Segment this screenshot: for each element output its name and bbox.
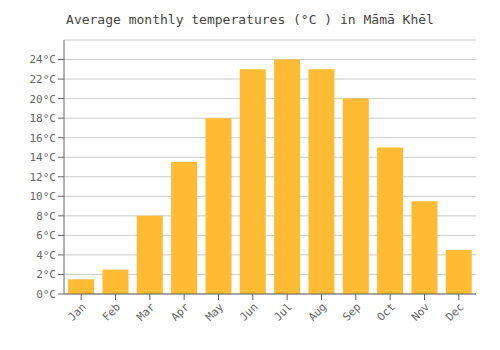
html-text:Average monthly temperatures (: Average monthly temperatures (°C ) in Mā… [66,12,434,27]
svg-text:Jun: Jun [237,300,260,323]
svg-text:12°C: 12°C [30,171,57,184]
svg-text:22°C: 22°C [30,73,57,86]
svg-text:4°C: 4°C [36,249,56,262]
svg-text:24°C: 24°C [30,53,57,66]
svg-text:Nov: Nov [409,300,433,324]
svg-text:18°C: 18°C [30,112,57,125]
svg-text:6°C: 6°C [36,229,56,242]
svg-text:10°C: 10°C [30,190,57,203]
svg-text:16°C: 16°C [30,132,57,145]
svg-text:Jan: Jan [66,300,89,323]
svg-text:0°C: 0°C [36,288,56,301]
svg-text:20°C: 20°C [30,93,57,106]
svg-text:Jul: Jul [272,300,295,323]
svg-text:14°C: 14°C [30,151,57,164]
svg-text:8°C: 8°C [36,210,56,223]
svg-text:Apr: Apr [169,300,193,324]
svg-text:Oct: Oct [375,300,398,323]
svg-text:Dec: Dec [443,300,466,323]
svg-text:May: May [203,300,227,324]
svg-text:Sep: Sep [340,300,363,323]
svg-text:Aug: Aug [306,300,329,323]
svg-text:Feb: Feb [100,300,123,323]
svg-text:Mar: Mar [134,300,158,324]
svg-text:2°C: 2°C [36,268,56,281]
